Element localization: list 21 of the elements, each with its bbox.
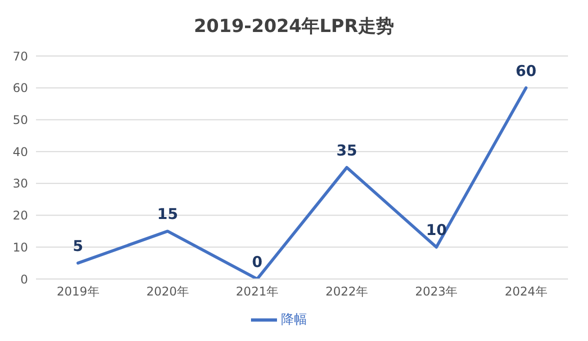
chart-title: 2019-2024年LPR走势	[192, 15, 396, 38]
y-tick-label: 50	[12, 112, 28, 127]
y-tick-label: 60	[12, 81, 28, 96]
x-tick-label: 2019年	[56, 284, 100, 299]
data-label: 5	[72, 237, 84, 256]
data-label: 0	[252, 253, 262, 271]
y-tick-label: 70	[12, 49, 28, 64]
x-tick-label: 2022年	[326, 284, 368, 299]
data-label: 15	[157, 205, 178, 224]
x-tick-label: 2021年	[236, 284, 278, 299]
y-tick-label: 10	[12, 240, 28, 254]
y-tick-label: 0	[20, 272, 28, 286]
x-tick-label: 2024年	[504, 284, 548, 299]
y-tick-label: 40	[12, 144, 28, 159]
y-tick-label: 20	[12, 208, 28, 223]
x-tick-label: 2020年	[146, 284, 189, 299]
x-tick-label: 2023年	[415, 284, 458, 299]
y-tick-label: 30	[12, 176, 28, 191]
legend-label: 降幅	[281, 312, 307, 328]
data-label: 60	[516, 62, 536, 80]
data-label: 35	[336, 142, 358, 160]
